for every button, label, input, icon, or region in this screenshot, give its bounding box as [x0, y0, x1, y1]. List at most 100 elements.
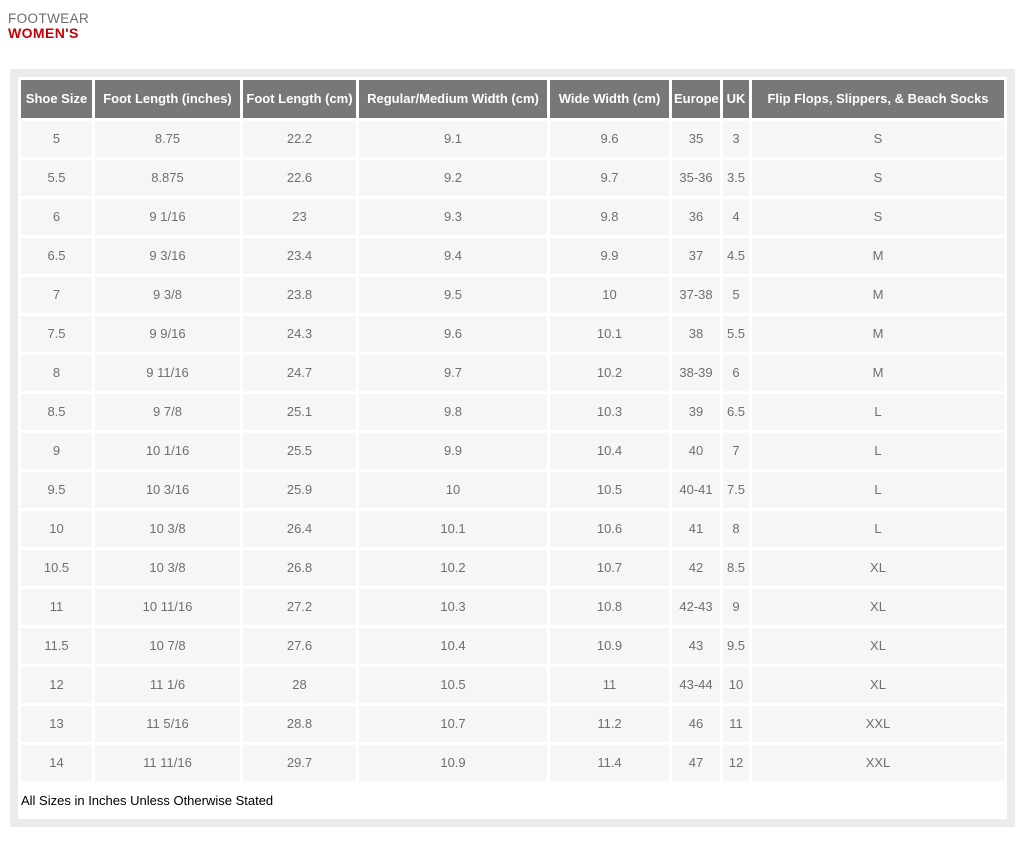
cell: XXL	[752, 744, 1004, 781]
cell: 40	[672, 432, 720, 469]
cell: 10.3	[359, 588, 547, 625]
cell: XL	[752, 666, 1004, 703]
cell: 10	[21, 510, 92, 547]
cell: 9.8	[550, 198, 669, 235]
cell: M	[752, 237, 1004, 274]
column-header: Flip Flops, Slippers, & Beach Socks	[752, 79, 1004, 118]
cell: 10.5	[550, 471, 669, 508]
cell: 13	[21, 705, 92, 742]
table-row: 7.5 9 9/16 24.3 9.6 10.1 38 5.5 M	[21, 315, 1004, 352]
cell: 9.6	[359, 315, 547, 352]
cell: 7	[21, 276, 92, 313]
cell: XL	[752, 549, 1004, 586]
cell: 10 1/16	[95, 432, 240, 469]
cell: 10.9	[359, 744, 547, 781]
size-chart-panel-inner: Shoe Size Foot Length (inches) Foot Length…	[18, 76, 1007, 819]
cell: 11 11/16	[95, 744, 240, 781]
cell: 10.1	[550, 315, 669, 352]
table-row: 10 10 3/8 26.4 10.1 10.6 41 8 L	[21, 510, 1004, 547]
cell: 9 9/16	[95, 315, 240, 352]
column-header: Shoe Size	[21, 79, 92, 118]
cell: 9.1	[359, 120, 547, 157]
cell: 11	[21, 588, 92, 625]
cell: 10.6	[550, 510, 669, 547]
cell: 47	[672, 744, 720, 781]
cell: 5	[21, 120, 92, 157]
cell: 11	[723, 705, 749, 742]
cell: 14	[21, 744, 92, 781]
cell: 10.9	[550, 627, 669, 664]
cell: 11 5/16	[95, 705, 240, 742]
cell: 43-44	[672, 666, 720, 703]
size-table-header: Shoe Size Foot Length (inches) Foot Length…	[21, 79, 1004, 118]
cell: 9 3/16	[95, 237, 240, 274]
table-row: 5 8.75 22.2 9.1 9.6 35 3 S	[21, 120, 1004, 157]
cell: 10 3/16	[95, 471, 240, 508]
column-header: UK	[723, 79, 749, 118]
cell: 5.5	[21, 159, 92, 196]
cell: 10.4	[550, 432, 669, 469]
cell: 6	[21, 198, 92, 235]
cell: 39	[672, 393, 720, 430]
cell: 10.1	[359, 510, 547, 547]
cell: M	[752, 315, 1004, 352]
cell: 5.5	[723, 315, 749, 352]
table-row: 9 10 1/16 25.5 9.9 10.4 40 7 L	[21, 432, 1004, 469]
cell: 6.5	[723, 393, 749, 430]
cell: 38	[672, 315, 720, 352]
cell: 10.8	[550, 588, 669, 625]
cell: L	[752, 432, 1004, 469]
cell: 23	[243, 198, 356, 235]
cell: 10.5	[359, 666, 547, 703]
cell: 10.7	[550, 549, 669, 586]
size-table-body: 5 8.75 22.2 9.1 9.6 35 3 S 5.5 8.875 22.6 9.2 9.7 35-…	[21, 120, 1004, 781]
cell: 9.5	[359, 276, 547, 313]
cell: 40-41	[672, 471, 720, 508]
category-label: FOOTWEAR	[8, 11, 90, 26]
cell: L	[752, 510, 1004, 547]
cell: 9.7	[550, 159, 669, 196]
cell: 26.4	[243, 510, 356, 547]
cell: 9 7/8	[95, 393, 240, 430]
cell: 10.2	[550, 354, 669, 391]
cell: 8	[21, 354, 92, 391]
cell: 9 1/16	[95, 198, 240, 235]
cell: S	[752, 120, 1004, 157]
cell: 7	[723, 432, 749, 469]
cell: 25.9	[243, 471, 356, 508]
column-header: Foot Length (cm)	[243, 79, 356, 118]
cell: 10	[550, 276, 669, 313]
cell: 9.5	[21, 471, 92, 508]
cell: 11.4	[550, 744, 669, 781]
cell: 37-38	[672, 276, 720, 313]
cell: 10.4	[359, 627, 547, 664]
table-row: 13 11 5/16 28.8 10.7 11.2 46 11 XXL	[21, 705, 1004, 742]
cell: 10 7/8	[95, 627, 240, 664]
cell: 25.1	[243, 393, 356, 430]
cell: 9 3/8	[95, 276, 240, 313]
table-row: 12 11 1/6 28 10.5 11 43-44 10 XL	[21, 666, 1004, 703]
cell: XL	[752, 627, 1004, 664]
cell: 8.5	[723, 549, 749, 586]
cell: XL	[752, 588, 1004, 625]
cell: 26.8	[243, 549, 356, 586]
cell: 10	[723, 666, 749, 703]
cell: 27.6	[243, 627, 356, 664]
cell: 8.75	[95, 120, 240, 157]
column-header: Wide Width (cm)	[550, 79, 669, 118]
cell: 28	[243, 666, 356, 703]
cell: 12	[21, 666, 92, 703]
cell: 8	[723, 510, 749, 547]
table-row: 8.5 9 7/8 25.1 9.8 10.3 39 6.5 L	[21, 393, 1004, 430]
cell: 11 1/6	[95, 666, 240, 703]
cell: 9.7	[359, 354, 547, 391]
column-header: Europe	[672, 79, 720, 118]
cell: 36	[672, 198, 720, 235]
cell: M	[752, 354, 1004, 391]
cell: 10 11/16	[95, 588, 240, 625]
cell: 35-36	[672, 159, 720, 196]
cell: 46	[672, 705, 720, 742]
cell: 38-39	[672, 354, 720, 391]
cell: 41	[672, 510, 720, 547]
cell: 9.2	[359, 159, 547, 196]
